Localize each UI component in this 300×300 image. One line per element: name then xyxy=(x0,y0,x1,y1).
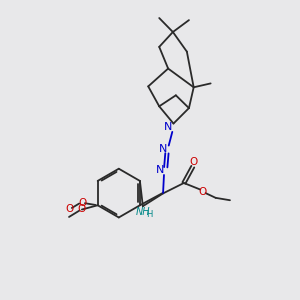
Text: N: N xyxy=(164,122,172,132)
Text: O: O xyxy=(199,187,207,197)
Text: N: N xyxy=(156,165,164,175)
Text: H: H xyxy=(146,210,153,219)
Text: O: O xyxy=(78,198,86,208)
Text: NH: NH xyxy=(136,207,151,217)
Text: O: O xyxy=(190,157,198,166)
Text: O: O xyxy=(65,204,74,214)
Text: O: O xyxy=(77,204,86,214)
Text: N: N xyxy=(159,143,167,154)
